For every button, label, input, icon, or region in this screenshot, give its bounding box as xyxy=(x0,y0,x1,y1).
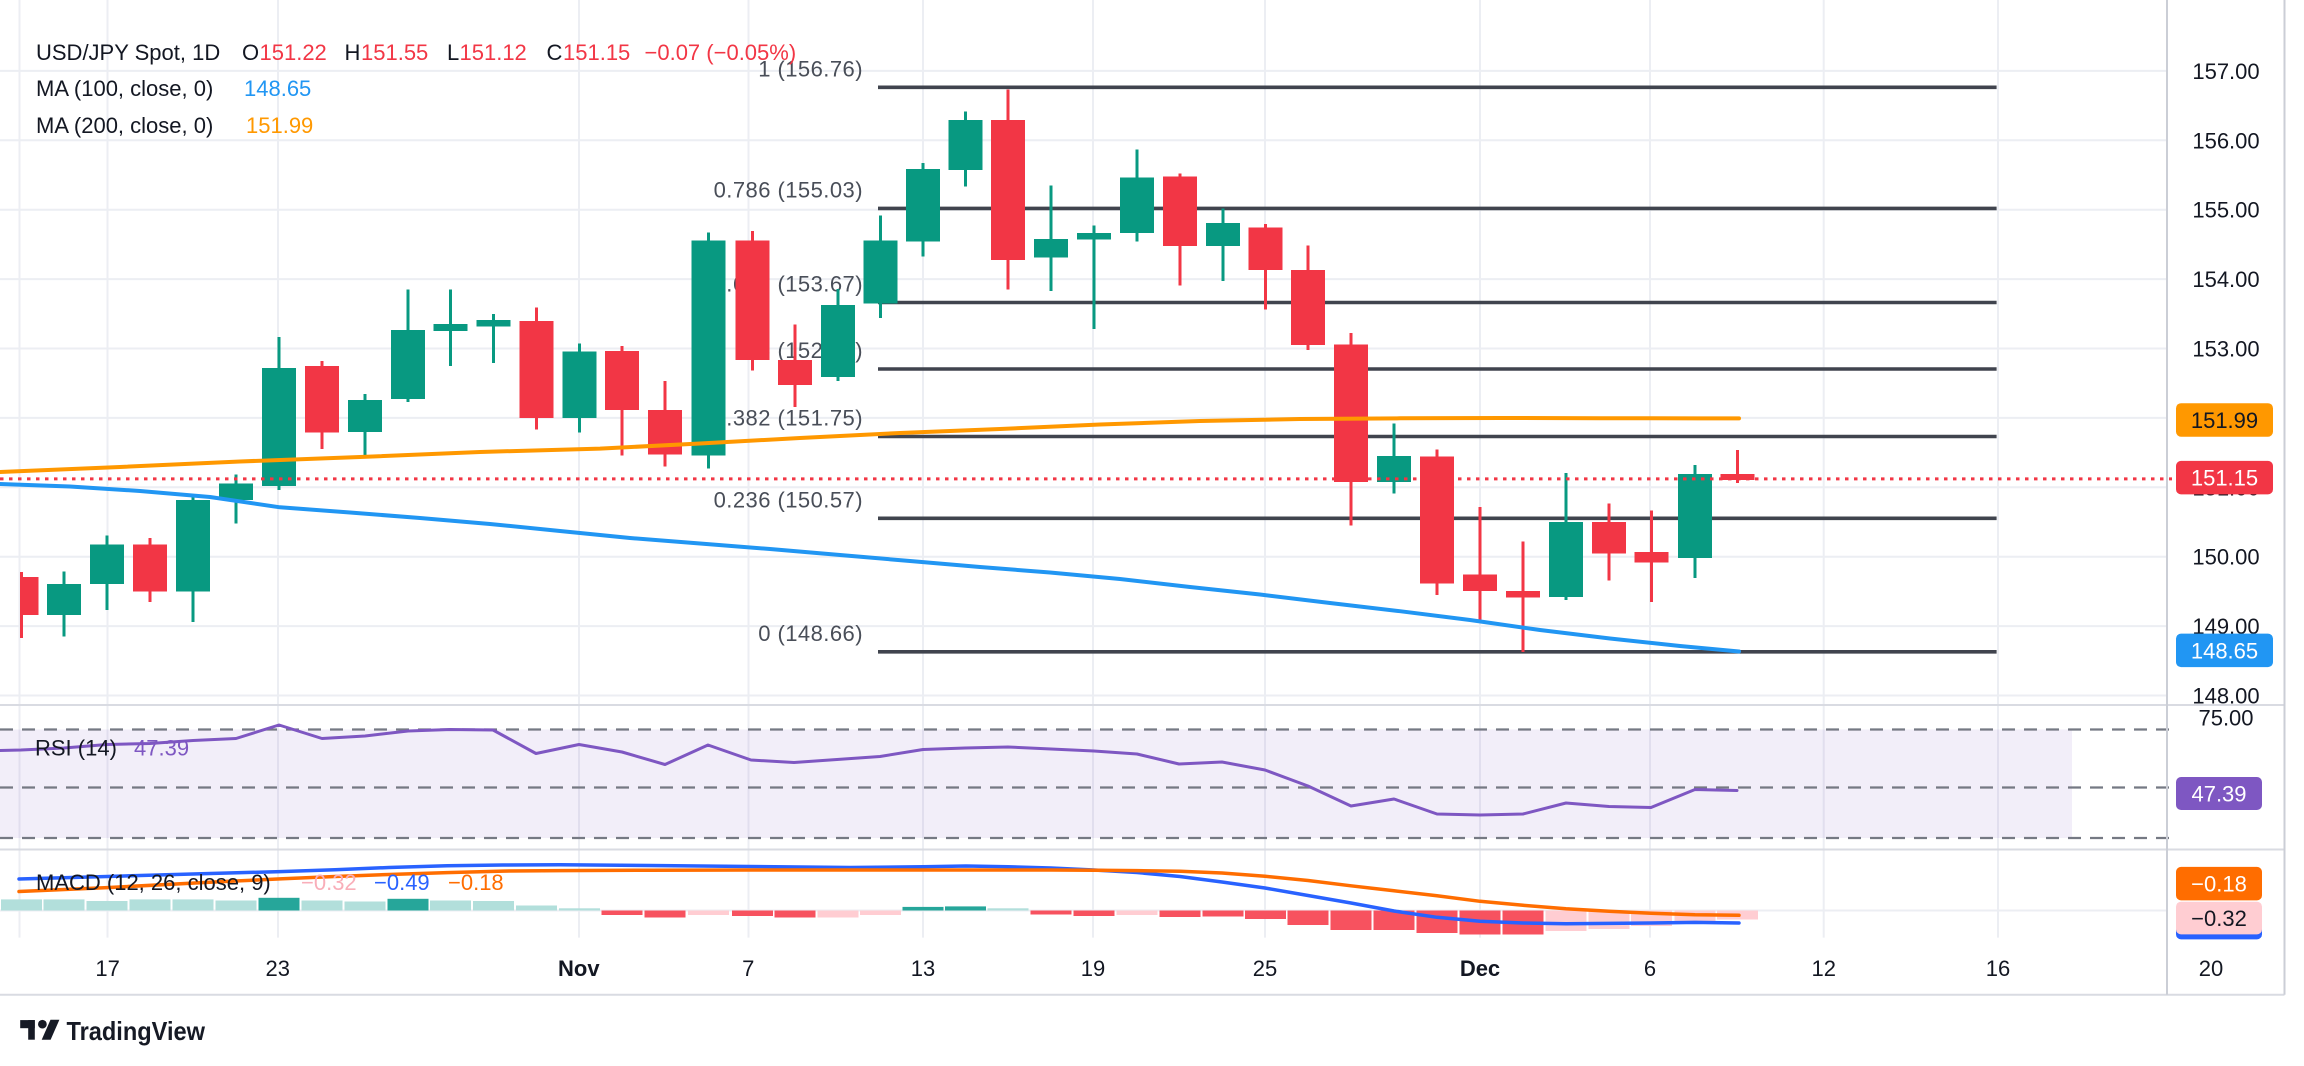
svg-text:7: 7 xyxy=(742,956,754,981)
svg-text:1 (156.76): 1 (156.76) xyxy=(758,56,863,81)
svg-text:19: 19 xyxy=(1081,956,1105,981)
svg-text:148.00: 148.00 xyxy=(2192,684,2259,709)
svg-text:MACD (12, 26, close, 9): MACD (12, 26, close, 9) xyxy=(36,870,271,895)
svg-text:0 (148.66): 0 (148.66) xyxy=(758,621,863,646)
svg-text:−0.18: −0.18 xyxy=(2191,872,2247,897)
svg-text:156.00: 156.00 xyxy=(2192,128,2259,153)
svg-text:MA (100, close, 0): MA (100, close, 0) xyxy=(36,76,213,101)
svg-text:151.15: 151.15 xyxy=(2191,466,2258,491)
svg-text:O: O xyxy=(242,40,259,65)
svg-text:−0.32: −0.32 xyxy=(301,870,357,895)
svg-text:MA (200, close, 0): MA (200, close, 0) xyxy=(36,113,213,138)
svg-text:148.65: 148.65 xyxy=(244,76,311,101)
svg-text:Nov: Nov xyxy=(558,956,600,981)
svg-text:151.99: 151.99 xyxy=(246,113,313,138)
svg-text:C: C xyxy=(547,40,563,65)
svg-text:13: 13 xyxy=(911,956,935,981)
svg-text:Dec: Dec xyxy=(1460,956,1500,981)
svg-text:153.00: 153.00 xyxy=(2192,337,2259,362)
svg-text:−0.32: −0.32 xyxy=(2191,906,2247,931)
svg-text:151.12: 151.12 xyxy=(460,40,527,65)
svg-text:155.00: 155.00 xyxy=(2192,198,2259,223)
svg-text:23: 23 xyxy=(266,956,290,981)
svg-text:75.00: 75.00 xyxy=(2198,706,2253,731)
svg-text:20: 20 xyxy=(2199,956,2223,981)
svg-text:151.99: 151.99 xyxy=(2191,408,2258,433)
svg-text:TradingView: TradingView xyxy=(67,1016,206,1046)
svg-text:RSI (14): RSI (14) xyxy=(35,736,117,761)
svg-text:151.22: 151.22 xyxy=(260,40,327,65)
svg-text:6: 6 xyxy=(1644,956,1656,981)
svg-text:148.65: 148.65 xyxy=(2191,638,2258,663)
svg-text:−0.49: −0.49 xyxy=(374,870,430,895)
svg-text:−0.18: −0.18 xyxy=(448,870,504,895)
svg-text:−0.07 (−0.05%): −0.07 (−0.05%) xyxy=(645,40,797,65)
svg-text:17: 17 xyxy=(95,956,119,981)
svg-text:150.00: 150.00 xyxy=(2192,545,2259,570)
svg-text:16: 16 xyxy=(1986,956,2010,981)
svg-text:47.39: 47.39 xyxy=(134,736,189,761)
svg-text:H: H xyxy=(345,40,361,65)
svg-text:154.00: 154.00 xyxy=(2192,267,2259,292)
svg-text:151.15: 151.15 xyxy=(563,40,630,65)
svg-text:12: 12 xyxy=(1811,956,1835,981)
svg-text:47.39: 47.39 xyxy=(2191,782,2246,807)
svg-text:157.00: 157.00 xyxy=(2192,59,2259,84)
svg-text:USD/JPY Spot, 1D: USD/JPY Spot, 1D xyxy=(36,40,220,65)
svg-text:L: L xyxy=(447,40,459,65)
svg-text:151.55: 151.55 xyxy=(361,40,428,65)
svg-text:0.382 (151.75): 0.382 (151.75) xyxy=(714,406,863,431)
svg-text:0.786 (155.03): 0.786 (155.03) xyxy=(714,177,863,202)
svg-text:0.236 (150.57): 0.236 (150.57) xyxy=(714,487,863,512)
svg-text:25: 25 xyxy=(1253,956,1277,981)
